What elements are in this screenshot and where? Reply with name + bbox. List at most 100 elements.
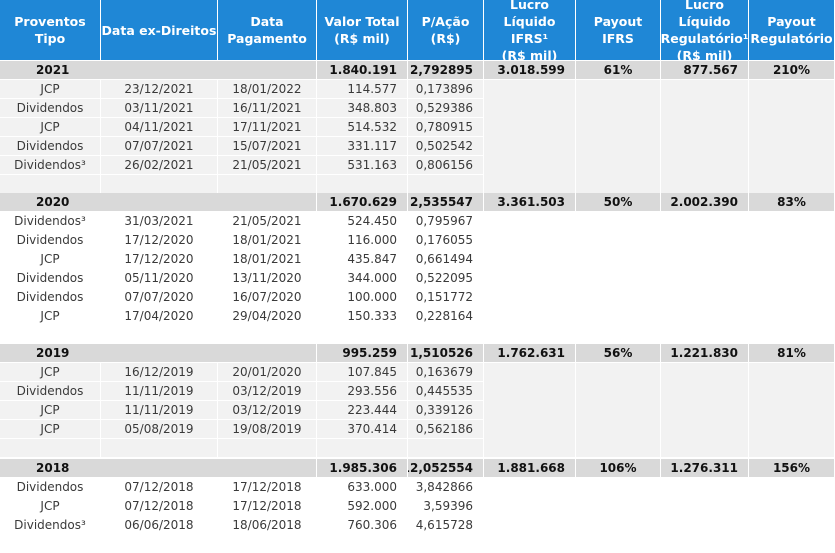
row-provento-tipo: JCP <box>0 118 101 137</box>
row-data-ex: 04/11/2021 <box>101 118 218 137</box>
row-provento-tipo: Dividendos <box>0 137 101 156</box>
row-data-ex: 17/12/2020 <box>101 231 218 250</box>
row-p-acao: 0,445535 <box>408 382 484 401</box>
row-provento-tipo: JCP <box>0 401 101 420</box>
blank-cell <box>408 439 484 458</box>
row-p-acao: 4,615728 <box>408 516 484 535</box>
row-valor-total: 435.847 <box>317 250 408 269</box>
row-data-pagamento: 16/07/2020 <box>218 288 317 307</box>
row-p-acao: 0,562186 <box>408 420 484 439</box>
header-label: P/Ação (R$) <box>421 14 470 46</box>
row-valor-total: 116.000 <box>317 231 408 250</box>
row-data-pagamento: 18/01/2021 <box>218 231 317 250</box>
row-p-acao: 0,339126 <box>408 401 484 420</box>
year-p-acao: 12,052554 <box>408 459 484 478</box>
row-p-acao: 0,163679 <box>408 363 484 382</box>
year-payout-ifrs: 61% <box>576 61 661 80</box>
year-valor-total: 1.670.629 <box>317 193 408 212</box>
header-label: Lucro Líquido Regulatório¹ (R$ mil) <box>661 0 749 61</box>
row-provento-tipo: JCP <box>0 80 101 99</box>
row-valor-total: 344.000 <box>317 269 408 288</box>
row-data-pagamento: 20/01/2020 <box>218 363 317 382</box>
year-lucro-ifrs: 1.762.631 <box>484 344 576 363</box>
row-valor-total: 348.803 <box>317 99 408 118</box>
row-valor-total: 114.577 <box>317 80 408 99</box>
row-provento-tipo: Dividendos³ <box>0 212 101 231</box>
year-payout-ifrs: 56% <box>576 344 661 363</box>
row-data-pagamento: 17/12/2018 <box>218 478 317 497</box>
row-data-pagamento: 16/11/2021 <box>218 99 317 118</box>
row-valor-total: 514.532 <box>317 118 408 137</box>
row-data-pagamento: 18/01/2022 <box>218 80 317 99</box>
row-p-acao: 0,176055 <box>408 231 484 250</box>
year-label: 2018 <box>0 459 317 478</box>
row-valor-total: 150.333 <box>317 307 408 326</box>
row-data-ex: 17/04/2020 <box>101 307 218 326</box>
side-panel <box>576 80 661 194</box>
row-p-acao: 0,780915 <box>408 118 484 137</box>
blank-cell <box>317 175 408 194</box>
row-data-ex: 31/03/2021 <box>101 212 218 231</box>
row-p-acao: 0,795967 <box>408 212 484 231</box>
row-data-pagamento: 03/12/2019 <box>218 401 317 420</box>
header-label: Valor Total (R$ mil) <box>324 14 400 46</box>
blank-cell <box>101 175 218 194</box>
row-provento-tipo: JCP <box>0 420 101 439</box>
row-valor-total: 370.414 <box>317 420 408 439</box>
header-cell: Data Pagamento <box>218 0 317 61</box>
row-data-ex: 16/12/2019 <box>101 363 218 382</box>
row-p-acao: 3,842866 <box>408 478 484 497</box>
year-lucro-regulatorio: 1.276.311 <box>661 459 749 478</box>
year-payout-regulatorio: 81% <box>749 344 835 363</box>
year-label: 2021 <box>0 61 317 80</box>
year-p-acao: 2,792895 <box>408 61 484 80</box>
row-provento-tipo: Dividendos³ <box>0 516 101 535</box>
blank-cell <box>218 175 317 194</box>
row-provento-tipo: JCP <box>0 250 101 269</box>
year-payout-regulatorio: 156% <box>749 459 835 478</box>
row-p-acao: 0,502542 <box>408 137 484 156</box>
row-provento-tipo: JCP <box>0 363 101 382</box>
row-data-ex: 23/12/2021 <box>101 80 218 99</box>
year-label: 2019 <box>0 344 317 363</box>
row-data-pagamento: 18/01/2021 <box>218 250 317 269</box>
row-provento-tipo: Dividendos³ <box>0 156 101 175</box>
row-data-ex: 07/07/2021 <box>101 137 218 156</box>
row-data-ex: 17/12/2020 <box>101 250 218 269</box>
header-cell: Lucro Líquido Regulatório¹ (R$ mil) <box>661 0 749 61</box>
row-data-pagamento: 18/06/2018 <box>218 516 317 535</box>
row-data-pagamento: 29/04/2020 <box>218 307 317 326</box>
row-p-acao: 0,806156 <box>408 156 484 175</box>
header-cell: P/Ação (R$) <box>408 0 484 61</box>
year-payout-regulatorio: 210% <box>749 61 835 80</box>
row-valor-total: 760.306 <box>317 516 408 535</box>
row-valor-total: 531.163 <box>317 156 408 175</box>
row-data-ex: 03/11/2021 <box>101 99 218 118</box>
year-lucro-regulatorio: 2.002.390 <box>661 193 749 212</box>
header-label: Data Pagamento <box>227 14 307 46</box>
side-panel <box>661 363 749 458</box>
row-provento-tipo: JCP <box>0 307 101 326</box>
header-cell: Proventos Tipo <box>0 0 101 61</box>
header-cell: Lucro Líquido IFRS¹ (R$ mil) <box>484 0 576 61</box>
side-panel <box>484 80 576 194</box>
blank-cell <box>0 175 101 194</box>
side-panel <box>749 80 835 194</box>
row-data-pagamento: 21/05/2021 <box>218 156 317 175</box>
row-p-acao: 0,529386 <box>408 99 484 118</box>
year-valor-total: 995.259 <box>317 344 408 363</box>
row-p-acao: 0,661494 <box>408 250 484 269</box>
row-data-ex: 26/02/2021 <box>101 156 218 175</box>
row-p-acao: 0,173896 <box>408 80 484 99</box>
row-data-ex: 07/12/2018 <box>101 497 218 516</box>
row-data-pagamento: 21/05/2021 <box>218 212 317 231</box>
row-data-pagamento: 15/07/2021 <box>218 137 317 156</box>
row-valor-total: 592.000 <box>317 497 408 516</box>
row-data-pagamento: 17/11/2021 <box>218 118 317 137</box>
row-provento-tipo: Dividendos <box>0 288 101 307</box>
row-valor-total: 293.556 <box>317 382 408 401</box>
row-p-acao: 3,59396 <box>408 497 484 516</box>
row-provento-tipo: Dividendos <box>0 478 101 497</box>
row-data-ex: 06/06/2018 <box>101 516 218 535</box>
blank-cell <box>408 175 484 194</box>
